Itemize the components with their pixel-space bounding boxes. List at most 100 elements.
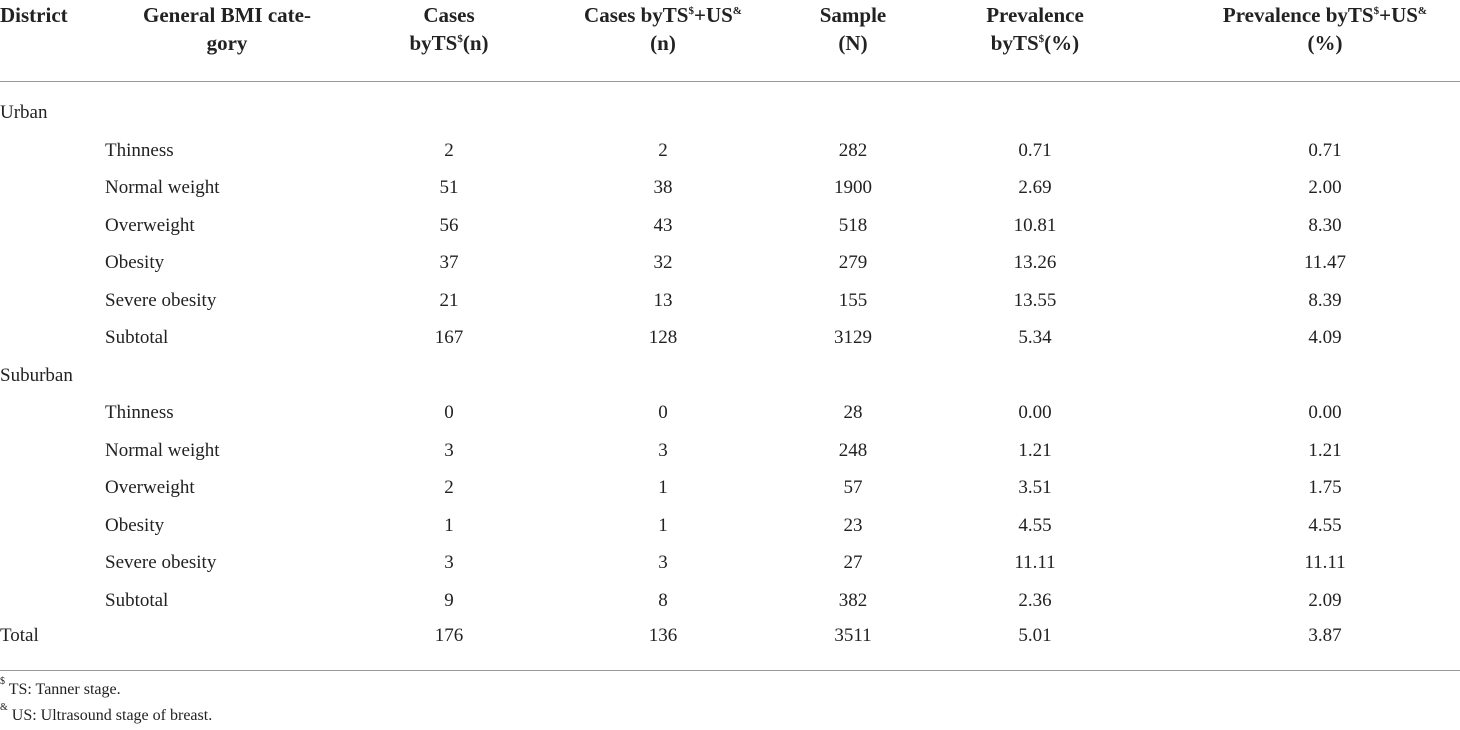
category-cell: Normal weight bbox=[105, 177, 220, 198]
value-cell: 2.09 bbox=[1308, 589, 1342, 611]
superscript: $ bbox=[688, 5, 694, 17]
header-cell: Sample (N) bbox=[820, 1, 887, 57]
value-cell: 43 bbox=[653, 214, 673, 236]
total-value: 136 bbox=[648, 625, 678, 646]
footnote: & US: Ultrasound stage of breast. bbox=[0, 702, 213, 725]
footnote-mark: & bbox=[0, 702, 8, 713]
superscript: $ bbox=[1038, 33, 1045, 45]
value-cell: 155 bbox=[838, 289, 868, 311]
header-cell: Prevalence byTS$(%) bbox=[986, 1, 1084, 57]
category-cell: Normal weight bbox=[105, 439, 220, 461]
header-cell: District bbox=[0, 1, 68, 29]
category-cell: Severe obesity bbox=[105, 552, 217, 573]
header-text: (%) bbox=[1044, 31, 1080, 55]
category-cell: Thinness bbox=[105, 402, 174, 423]
value-cell: 518 bbox=[838, 214, 868, 236]
value-cell: 11.47 bbox=[1303, 252, 1347, 273]
footnote: $ TS: Tanner stage. bbox=[0, 676, 121, 699]
superscript: & bbox=[732, 5, 742, 17]
value-cell: 248 bbox=[838, 439, 868, 461]
value-cell: 1 bbox=[658, 477, 668, 498]
value-cell: 3 bbox=[444, 552, 454, 573]
value-cell: 3 bbox=[444, 439, 454, 461]
category-cell: Overweight bbox=[105, 214, 195, 236]
header-text: +US bbox=[693, 3, 733, 27]
group-label: Suburban bbox=[0, 364, 73, 386]
category-cell: Overweight bbox=[105, 477, 195, 498]
superscript: $ bbox=[1373, 5, 1380, 17]
value-cell: 51 bbox=[439, 177, 459, 198]
value-cell: 167 bbox=[434, 327, 464, 348]
value-cell: 0.71 bbox=[1018, 139, 1052, 161]
value-cell: 1 bbox=[658, 514, 668, 536]
header-rule bbox=[0, 81, 1460, 82]
header-text: (n) bbox=[462, 31, 489, 55]
value-cell: 5.34 bbox=[1018, 327, 1052, 348]
value-cell: 8.39 bbox=[1308, 289, 1342, 311]
value-cell: 1.75 bbox=[1308, 477, 1342, 498]
value-cell: 282 bbox=[838, 139, 868, 161]
header-text: District bbox=[0, 3, 68, 27]
value-cell: 56 bbox=[439, 214, 459, 236]
header-text: Cases byTS bbox=[409, 3, 475, 55]
value-cell: 4.55 bbox=[1018, 514, 1052, 536]
category-cell: Obesity bbox=[105, 514, 165, 536]
value-cell: 8 bbox=[658, 589, 668, 611]
category-cell: Subtotal bbox=[105, 589, 169, 611]
value-cell: 382 bbox=[838, 589, 868, 611]
value-cell: 23 bbox=[843, 514, 863, 536]
header-cell: General BMI cate- gory bbox=[143, 1, 311, 57]
value-cell: 13 bbox=[653, 289, 673, 311]
value-cell: 0.00 bbox=[1018, 402, 1052, 423]
header-text: Prevalence byTS bbox=[986, 3, 1084, 55]
footnote-text: US: Ultrasound stage of breast. bbox=[11, 707, 213, 724]
value-cell: 10.81 bbox=[1013, 214, 1057, 236]
header-cell: Cases byTS$+US& (n) bbox=[584, 1, 742, 57]
value-cell: 3 bbox=[658, 439, 668, 461]
footnote-text: TS: Tanner stage. bbox=[8, 681, 121, 698]
value-cell: 38 bbox=[653, 177, 673, 198]
value-cell: 28 bbox=[843, 402, 863, 423]
header-text: (%) bbox=[1307, 31, 1343, 55]
category-cell: Severe obesity bbox=[105, 289, 217, 311]
value-cell: 4.55 bbox=[1308, 514, 1342, 536]
value-cell: 0 bbox=[444, 402, 454, 423]
value-cell: 11.11 bbox=[1014, 552, 1056, 573]
value-cell: 4.09 bbox=[1308, 327, 1342, 348]
value-cell: 13.55 bbox=[1013, 289, 1057, 311]
value-cell: 128 bbox=[648, 327, 678, 348]
total-value: 3.87 bbox=[1308, 625, 1342, 646]
total-label: Total bbox=[0, 625, 39, 646]
value-cell: 2.00 bbox=[1308, 177, 1342, 198]
value-cell: 11.11 bbox=[1304, 552, 1346, 573]
value-cell: 57 bbox=[843, 477, 863, 498]
value-cell: 13.26 bbox=[1013, 252, 1057, 273]
header-text: Prevalence byTS bbox=[1222, 3, 1374, 27]
value-cell: 2 bbox=[444, 477, 454, 498]
value-cell: 279 bbox=[838, 252, 868, 273]
value-cell: 0 bbox=[658, 402, 668, 423]
value-cell: 2.36 bbox=[1018, 589, 1052, 611]
value-cell: 0.00 bbox=[1308, 402, 1342, 423]
header-text: General BMI cate- gory bbox=[143, 3, 311, 55]
category-cell: Obesity bbox=[105, 252, 165, 273]
value-cell: 1.21 bbox=[1018, 439, 1052, 461]
value-cell: 37 bbox=[439, 252, 459, 273]
superscript: $ bbox=[457, 33, 463, 45]
header-cell: Prevalence byTS$+US& (%) bbox=[1223, 1, 1427, 57]
value-cell: 27 bbox=[843, 552, 863, 573]
header-text: Sample (N) bbox=[819, 3, 887, 55]
value-cell: 32 bbox=[653, 252, 673, 273]
category-cell: Subtotal bbox=[105, 327, 169, 348]
value-cell: 1900 bbox=[834, 177, 872, 198]
value-cell: 3 bbox=[658, 552, 668, 573]
header-text: +US bbox=[1379, 3, 1418, 27]
superscript: & bbox=[1417, 5, 1428, 17]
bottom-rule bbox=[0, 670, 1460, 671]
header-text: (n) bbox=[650, 31, 676, 55]
group-label: Urban bbox=[0, 102, 48, 123]
value-cell: 0.71 bbox=[1308, 139, 1342, 161]
value-cell: 1.21 bbox=[1308, 439, 1342, 461]
